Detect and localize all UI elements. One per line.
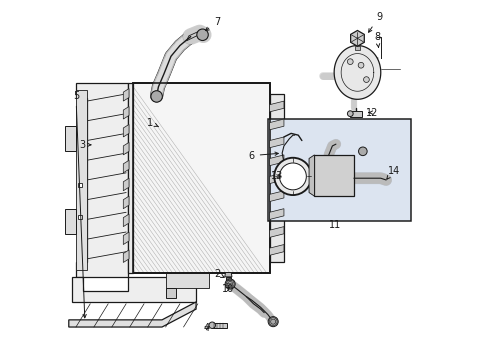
Text: 2: 2 — [214, 269, 224, 279]
Polygon shape — [314, 155, 353, 196]
Polygon shape — [308, 155, 314, 196]
Bar — [354, 45, 359, 50]
Polygon shape — [123, 196, 129, 209]
Polygon shape — [269, 101, 284, 112]
Polygon shape — [333, 45, 380, 99]
Circle shape — [151, 91, 162, 102]
Polygon shape — [165, 288, 176, 298]
Text: 8: 8 — [373, 32, 380, 48]
Polygon shape — [186, 30, 201, 41]
Circle shape — [274, 158, 311, 195]
Polygon shape — [123, 250, 129, 262]
Polygon shape — [269, 119, 284, 130]
Polygon shape — [123, 160, 129, 173]
Text: 9: 9 — [368, 12, 381, 32]
Circle shape — [346, 111, 352, 117]
Polygon shape — [123, 142, 129, 155]
Text: 11: 11 — [328, 220, 341, 230]
Polygon shape — [165, 273, 208, 288]
Text: 6: 6 — [248, 150, 278, 161]
Polygon shape — [123, 107, 129, 119]
Circle shape — [208, 322, 215, 328]
Polygon shape — [72, 277, 196, 302]
Polygon shape — [123, 89, 129, 101]
Polygon shape — [212, 323, 226, 328]
Circle shape — [363, 77, 368, 82]
Text: 4: 4 — [203, 323, 209, 333]
Polygon shape — [269, 191, 284, 202]
Text: 13: 13 — [271, 171, 283, 181]
Circle shape — [357, 62, 363, 68]
Polygon shape — [269, 137, 284, 148]
Bar — [133, 83, 269, 273]
Polygon shape — [76, 90, 86, 270]
Polygon shape — [269, 209, 284, 220]
Text: 7: 7 — [205, 17, 220, 31]
Polygon shape — [123, 232, 129, 244]
Text: 10: 10 — [221, 284, 233, 294]
Polygon shape — [269, 173, 284, 184]
Text: 1: 1 — [147, 118, 158, 128]
Polygon shape — [269, 94, 284, 262]
Circle shape — [224, 279, 235, 289]
Text: 12: 12 — [365, 108, 377, 118]
Circle shape — [346, 59, 352, 64]
Polygon shape — [350, 31, 364, 46]
Polygon shape — [269, 226, 284, 237]
Bar — [78, 215, 82, 220]
Bar — [78, 183, 82, 187]
Polygon shape — [123, 214, 129, 226]
Bar — [267, 119, 410, 221]
Polygon shape — [65, 209, 76, 234]
Text: 14: 14 — [386, 166, 399, 179]
Polygon shape — [349, 111, 362, 117]
Circle shape — [196, 29, 208, 41]
Polygon shape — [69, 302, 196, 327]
Polygon shape — [123, 178, 129, 191]
Circle shape — [279, 163, 305, 190]
Text: 3: 3 — [79, 140, 91, 150]
Polygon shape — [224, 273, 231, 277]
Polygon shape — [269, 244, 284, 255]
Polygon shape — [76, 83, 128, 277]
Text: 5: 5 — [73, 91, 86, 318]
Polygon shape — [269, 155, 284, 166]
Polygon shape — [226, 277, 230, 286]
Polygon shape — [123, 125, 129, 137]
Circle shape — [358, 147, 366, 156]
Bar — [133, 83, 269, 273]
Polygon shape — [128, 83, 133, 273]
Circle shape — [267, 317, 278, 327]
Polygon shape — [65, 126, 76, 151]
